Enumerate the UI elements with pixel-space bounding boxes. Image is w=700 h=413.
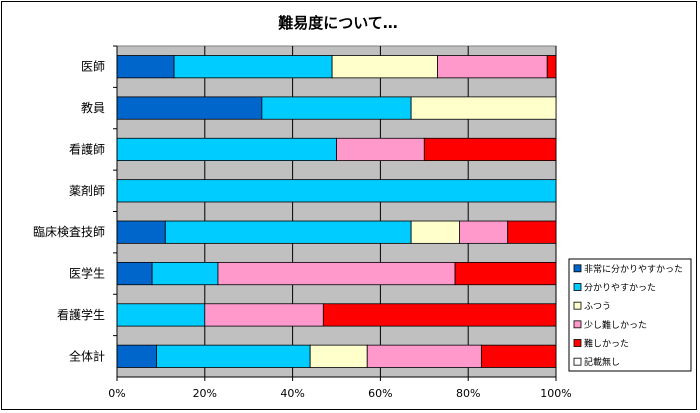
legend-swatch (573, 301, 582, 310)
bar-segment (309, 344, 368, 368)
x-tick-label: 80% (456, 387, 480, 400)
category-label: 医師 (81, 60, 105, 74)
bar-segment (151, 261, 219, 286)
legend-label: 難しかった (584, 338, 629, 350)
bar-segment (366, 344, 482, 368)
bar-segment (437, 55, 548, 79)
bar-segment (217, 261, 456, 286)
category-label: 薬剤師 (69, 183, 105, 198)
legend-swatch (573, 320, 582, 329)
x-tick-label: 20% (193, 387, 217, 400)
legend-swatch (573, 264, 582, 273)
bar-segment (410, 220, 460, 244)
bar-segment (480, 344, 557, 368)
legend-label: 少し難しかった (584, 319, 647, 331)
bar-segment (116, 137, 337, 162)
x-tick-label: 100% (540, 387, 571, 400)
bar-segment (454, 261, 557, 286)
bar-segment (116, 220, 166, 244)
x-tick-label: 40% (280, 387, 304, 400)
bar-segment (423, 137, 557, 162)
legend-label: 分かりやすかった (584, 283, 656, 294)
category-label: 看護師 (69, 141, 105, 156)
bar-segment (331, 55, 438, 79)
bar-segment (322, 303, 557, 327)
bar-segment (116, 179, 557, 203)
legend-box (568, 258, 692, 372)
bar-segment (164, 220, 412, 244)
category-label: 看護学生 (57, 307, 105, 322)
legend-label: ふつう (584, 301, 611, 312)
legend-swatch (573, 357, 582, 366)
category-label: 教員 (81, 100, 105, 115)
plot-background (116, 45, 557, 378)
x-tick-label: 0% (108, 387, 125, 400)
legend-label: 非常に分かりやすかった (584, 263, 683, 275)
bar-segment (546, 55, 557, 79)
bar-segment (459, 220, 509, 244)
bar-segment (173, 55, 333, 79)
category-label: 臨床検査技師 (33, 225, 105, 239)
category-label: 医学生 (69, 266, 105, 281)
category-label: 全体計 (69, 348, 105, 363)
bar-segment (116, 344, 157, 368)
bar-segment (261, 96, 412, 120)
bar-segment (116, 261, 153, 286)
chart-title: 難易度について… (278, 14, 398, 32)
bar-segment (116, 55, 175, 79)
bar-segment (336, 137, 425, 162)
bar-segment (116, 303, 206, 327)
bar-segment (507, 220, 557, 244)
legend-label: 記載無し (584, 356, 620, 368)
legend-swatch (573, 339, 582, 347)
bar-segment (410, 96, 557, 120)
x-tick-label: 60% (368, 387, 392, 400)
bar-segment (116, 96, 263, 120)
legend-swatch (573, 283, 582, 291)
bar-segment (156, 344, 311, 368)
bar-segment (204, 303, 324, 327)
